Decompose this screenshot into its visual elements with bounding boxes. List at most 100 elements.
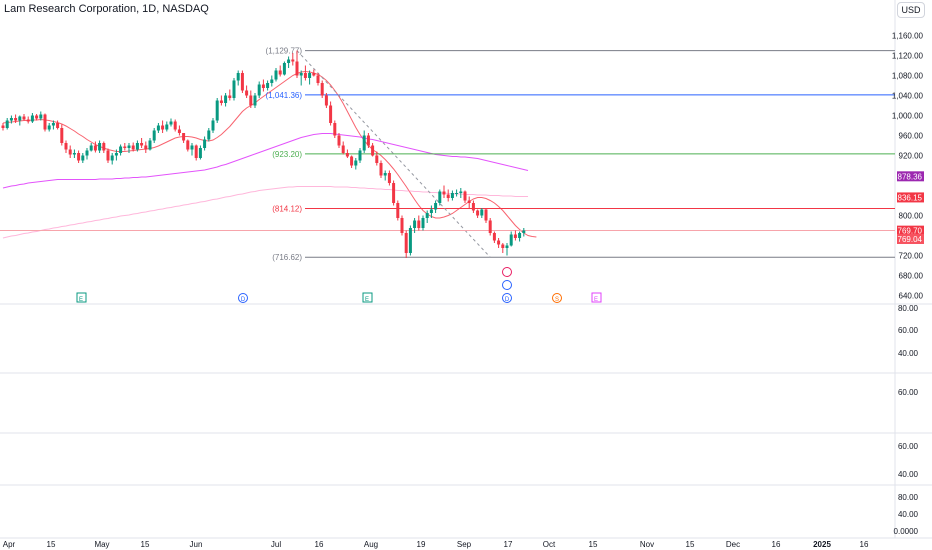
time-tick-label: 15 bbox=[686, 540, 695, 549]
dividend-icon bbox=[502, 280, 512, 290]
candle-body bbox=[501, 244, 505, 248]
candle-body bbox=[5, 120, 9, 128]
fib-level-label: (814.12) bbox=[272, 204, 302, 213]
candle-body bbox=[228, 95, 232, 98]
candle-body bbox=[413, 220, 417, 228]
pane-tick-label: 0.0000 bbox=[894, 527, 919, 536]
candle-body bbox=[14, 118, 18, 121]
candle-body bbox=[303, 73, 307, 78]
price-label-badge bbox=[897, 171, 924, 182]
price-label-text: 769.70 bbox=[898, 227, 923, 236]
candle-body bbox=[387, 173, 391, 183]
candle-body bbox=[308, 73, 312, 78]
candle-body bbox=[253, 95, 257, 106]
candle-body bbox=[274, 70, 278, 80]
candle-body bbox=[492, 233, 496, 241]
candle-body bbox=[165, 124, 169, 130]
time-tick-label: 15 bbox=[47, 540, 56, 549]
pane-tick-label: 60.00 bbox=[898, 442, 919, 451]
event-marker-letter: E bbox=[594, 297, 598, 303]
candle-body bbox=[282, 63, 286, 75]
candle-body bbox=[35, 115, 39, 119]
fibonacci-levels: (1,129.77) (1,041.36) (923.20) (814.12) (716… bbox=[0, 47, 895, 262]
candle-body bbox=[64, 143, 68, 150]
candle-body bbox=[345, 153, 349, 157]
candle-body bbox=[68, 149, 72, 155]
candle-body bbox=[60, 128, 64, 143]
candle-body bbox=[505, 245, 509, 248]
time-axis: Apr 15 May 15 Jun Jul 16 Aug 19 Sep 17 Oct 15 Nov 15 De… bbox=[3, 540, 869, 549]
fib-trend-line bbox=[296, 50, 491, 258]
event-marker-earnings: E bbox=[591, 292, 602, 303]
price-tick-label: 800.00 bbox=[899, 212, 924, 221]
price-tick-label: 1,040.00 bbox=[892, 92, 924, 101]
candlesticks bbox=[1, 50, 526, 258]
currency-button[interactable]: USD bbox=[897, 2, 925, 18]
price-tick-label: 1,160.00 bbox=[892, 32, 924, 41]
candle-body bbox=[476, 210, 480, 216]
candle-body bbox=[257, 84, 261, 96]
candle-body bbox=[484, 209, 488, 221]
time-tick-label: Dec bbox=[726, 540, 740, 549]
candle-body bbox=[341, 145, 345, 153]
candle-body bbox=[383, 173, 387, 176]
candle-body bbox=[182, 133, 186, 141]
time-tick-label: May bbox=[94, 540, 109, 549]
candle-body bbox=[211, 120, 215, 131]
candle-body bbox=[203, 139, 207, 148]
candle-body bbox=[249, 95, 253, 106]
pane-tick-label: 80.00 bbox=[898, 304, 919, 313]
candle-body bbox=[131, 145, 135, 150]
event-marker-letter: D bbox=[241, 297, 246, 303]
candle-body bbox=[295, 61, 299, 76]
candle-body bbox=[110, 155, 114, 161]
pane-tick-label: 60.00 bbox=[898, 388, 919, 397]
candle-body bbox=[471, 203, 475, 211]
candle-body bbox=[39, 114, 43, 119]
candle-body bbox=[85, 150, 89, 156]
candle-body bbox=[89, 145, 93, 151]
price-label-badge bbox=[897, 192, 924, 203]
candle-body bbox=[425, 213, 429, 218]
time-tick-label: Nov bbox=[640, 540, 654, 549]
candle-body bbox=[26, 119, 30, 122]
candle-body bbox=[123, 146, 127, 148]
price-tick-label: 1,120.00 bbox=[892, 52, 924, 61]
candle-body bbox=[127, 145, 131, 148]
candle-body bbox=[22, 116, 26, 120]
candle-body bbox=[81, 155, 85, 161]
candle-body bbox=[18, 116, 22, 121]
candle-body bbox=[459, 191, 463, 193]
candle-body bbox=[375, 155, 379, 163]
price-tick-label: 960.00 bbox=[899, 132, 924, 141]
candle-body bbox=[224, 95, 228, 103]
time-tick-label: Jul bbox=[271, 540, 281, 549]
candle-body bbox=[446, 194, 450, 198]
candle-body bbox=[392, 183, 396, 203]
candle-body bbox=[169, 121, 173, 125]
candle-body bbox=[144, 145, 148, 150]
candle-body bbox=[408, 228, 412, 253]
candle-body bbox=[497, 240, 501, 245]
event-marker-dividend: D bbox=[502, 293, 512, 303]
candle-body bbox=[362, 135, 366, 151]
candle-body bbox=[316, 75, 320, 83]
candle-body bbox=[438, 191, 442, 203]
event-marker-split: S bbox=[552, 293, 562, 303]
moving-average-line bbox=[2, 133, 529, 189]
price-label-badge bbox=[897, 225, 924, 236]
chart-title: Lam Research Corporation, 1D, NASDAQ bbox=[4, 3, 209, 15]
price-tick-label: 720.00 bbox=[899, 252, 924, 261]
time-tick-label: 15 bbox=[141, 540, 150, 549]
candle-body bbox=[417, 220, 421, 228]
price-tick-label: 920.00 bbox=[899, 152, 924, 161]
event-marker-dividend: D bbox=[238, 293, 248, 303]
candle-body bbox=[43, 114, 47, 130]
fib-level-label: (1,129.77) bbox=[266, 47, 303, 56]
candle-body bbox=[236, 73, 240, 81]
candle-body bbox=[291, 59, 295, 62]
candle-body bbox=[261, 84, 265, 88]
time-tick-label: 16 bbox=[315, 540, 324, 549]
event-marker-circle bbox=[552, 293, 562, 303]
